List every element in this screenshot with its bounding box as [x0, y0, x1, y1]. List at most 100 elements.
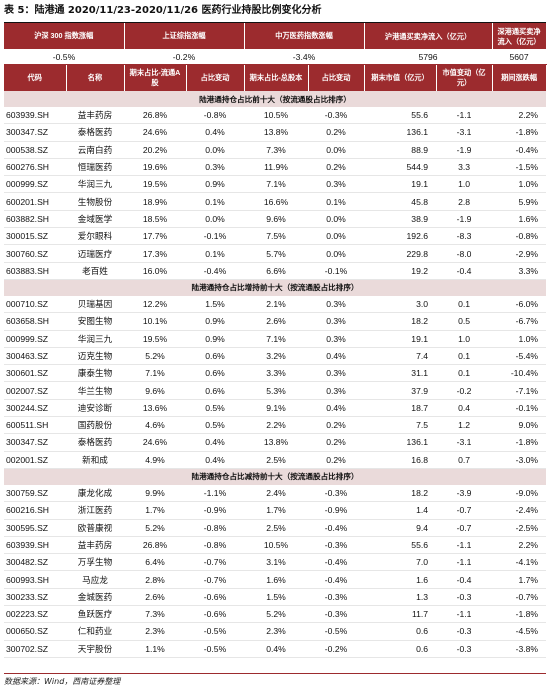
table-cell: 0.2%	[308, 158, 365, 177]
table-cell: 9.1%	[244, 399, 309, 418]
table-cell: 0.3%	[308, 175, 365, 194]
table-cell: -5.4%	[492, 347, 547, 366]
table-cell: 16.8	[364, 451, 437, 469]
table-cell: 0.7	[436, 451, 493, 469]
table-row: 600993.SH 马应龙 2.8% -0.7% 1.6% -0.4% 1.6 -0.4 1.7…	[4, 570, 547, 589]
table-cell: 19.1	[364, 175, 437, 194]
table-row: 300244.SZ 迪安诊断 13.6% 0.5% 9.1% 0.4% 18.7 0.4 -0.…	[4, 399, 547, 418]
table-cell: 20.2%	[124, 141, 186, 159]
table-cell: 11.7	[364, 605, 437, 624]
table-row: 603939.SH 益丰药房 26.8% -0.8% 10.5% -0.3% 55.6 -1.…	[4, 536, 547, 555]
source-note: 数据来源：Wind，西南证券整理	[4, 677, 121, 686]
table-cell: -0.3	[436, 588, 493, 607]
table-cell: -8.3	[436, 227, 493, 246]
table-row: 600276.SH 恒瑞医药 19.6% 0.3% 11.9% 0.2% 544.9 3.3-…	[4, 158, 547, 177]
table-cell: 2.5%	[244, 519, 309, 537]
table-cell: 603883.SH	[4, 262, 66, 280]
table-cell: 603939.SH	[4, 536, 66, 555]
table-cell: 0.1%	[186, 244, 245, 263]
table-cell: 贝瑞基因	[66, 295, 124, 314]
table-cell: 17.7%	[124, 227, 186, 246]
table-cell: 000999.SZ	[4, 175, 66, 194]
table-cell: 0.6%	[186, 381, 245, 400]
table-cell: -0.3%	[308, 484, 365, 503]
table-cell: -1.9	[436, 141, 493, 159]
table-cell: -1.9	[436, 210, 493, 229]
table-cell: 7.1%	[244, 330, 309, 348]
table-cell: -2.9%	[492, 244, 547, 263]
table-cell: -0.5%	[308, 622, 365, 641]
table-cell: 300760.SZ	[4, 244, 66, 263]
table-cell: 2.8%	[124, 570, 186, 589]
table-cell: 0.6%	[186, 364, 245, 383]
table-row: 000999.SZ 华润三九 19.5% 0.9% 7.1% 0.3% 19.1 1.0 1.0…	[4, 330, 547, 348]
table-cell: 4.6%	[124, 416, 186, 435]
summary-value-cell: -3.4%	[244, 49, 365, 65]
table-cell: 1.0	[436, 175, 493, 194]
table-cell: 2.6%	[244, 312, 309, 331]
table-cell: 1.5%	[244, 588, 309, 607]
table-cell: 1.2	[436, 416, 493, 435]
section-title: 陆港通持仓占比增持前十大（按流通股占比排序）	[4, 279, 547, 296]
table-cell: 0.9%	[186, 312, 245, 331]
table-cell: -0.5%	[186, 622, 245, 641]
table-cell: 2.2%	[244, 416, 309, 435]
table-cell: 9.6%	[244, 210, 309, 229]
table-cell: 18.7	[364, 399, 437, 418]
table-cell: 18.5%	[124, 210, 186, 229]
table-cell: -0.4%	[308, 553, 365, 572]
table-cell: 3.1%	[244, 553, 309, 572]
table-cell: -0.2%	[308, 640, 365, 658]
table-cell: -0.8%	[186, 519, 245, 537]
section-title: 陆港通持仓占比减持前十大（按流通股占比排序）	[4, 468, 547, 485]
table-cell: 华兰生物	[66, 381, 124, 400]
table-cell: 544.9	[364, 158, 437, 177]
section-row: 陆港通持仓占比减持前十大（按流通股占比排序）	[4, 468, 547, 485]
table-cell: 192.6	[364, 227, 437, 246]
table-row: 603882.SH 金域医学 18.5% 0.0% 9.6% 0.0% 38.9 -1.9 1.…	[4, 210, 547, 229]
table-cell: 7.5%	[244, 227, 309, 246]
table-cell: 0.3%	[308, 295, 365, 314]
column-header-cell: 期间涨跌幅	[492, 64, 547, 91]
table-row: 600201.SH 生物股份 18.9% 0.1% 16.6% 0.1% 45.8 2.8 5.…	[4, 192, 547, 211]
table-cell: 益丰药房	[66, 107, 124, 125]
table-cell: 老百姓	[66, 262, 124, 280]
table-cell: 002007.SZ	[4, 381, 66, 400]
table-row: 002223.SZ 鱼跃医疗 7.3% -0.6% 5.2% -0.3% 11.7 -1.1-…	[4, 605, 547, 624]
table-cell: 7.4	[364, 347, 437, 366]
table-row: 603939.SH 益丰药房 26.8% -0.8% 10.5% -0.3% 55.6 -1.…	[4, 107, 547, 125]
table-cell: 0.5	[436, 312, 493, 331]
table-cell: 2.3%	[124, 622, 186, 641]
table-cell: 0.4%	[244, 640, 309, 658]
table-cell: 华润三九	[66, 175, 124, 194]
table-cell: 9.6%	[124, 381, 186, 400]
table-cell: 0.2%	[308, 433, 365, 452]
table-row: 600511.SH 国药股份 4.6% 0.5% 2.2% 0.2% 7.5 1.2 9.0%	[4, 416, 547, 435]
table-cell: -0.4%	[186, 262, 245, 280]
table-cell: -1.8%	[492, 433, 547, 452]
table-cell: 24.6%	[124, 123, 186, 142]
table-cell: 136.1	[364, 433, 437, 452]
table-cell: -1.1	[436, 107, 493, 125]
column-header-cell: 期末占比-流通A股	[124, 64, 187, 91]
table-cell: -3.1	[436, 433, 493, 452]
table-cell: 康泰生物	[66, 364, 124, 383]
table-cell: -0.3	[436, 622, 493, 641]
column-header-cell: 市值变动（亿元）	[436, 64, 493, 91]
table-cell: 300482.SZ	[4, 553, 66, 572]
table-cell: 5.7%	[244, 244, 309, 263]
table-cell: 0.0%	[308, 210, 365, 229]
table-cell: 16.6%	[244, 192, 309, 211]
table-cell: 300244.SZ	[4, 399, 66, 418]
table-cell: 603882.SH	[4, 210, 66, 229]
table-cell: -1.8%	[492, 123, 547, 142]
table-cell: 31.1	[364, 364, 437, 383]
table-cell: 万孚生物	[66, 553, 124, 572]
table-cell: -0.7%	[492, 588, 547, 607]
summary-header-cell: 中万医药指数涨幅	[244, 23, 365, 49]
summary-value-cell: -0.2%	[124, 49, 245, 65]
table-cell: -8.0	[436, 244, 493, 263]
table-cell: 7.3%	[124, 605, 186, 624]
table-cell: 0.3%	[308, 381, 365, 400]
table-cell: 0.2%	[308, 416, 365, 435]
